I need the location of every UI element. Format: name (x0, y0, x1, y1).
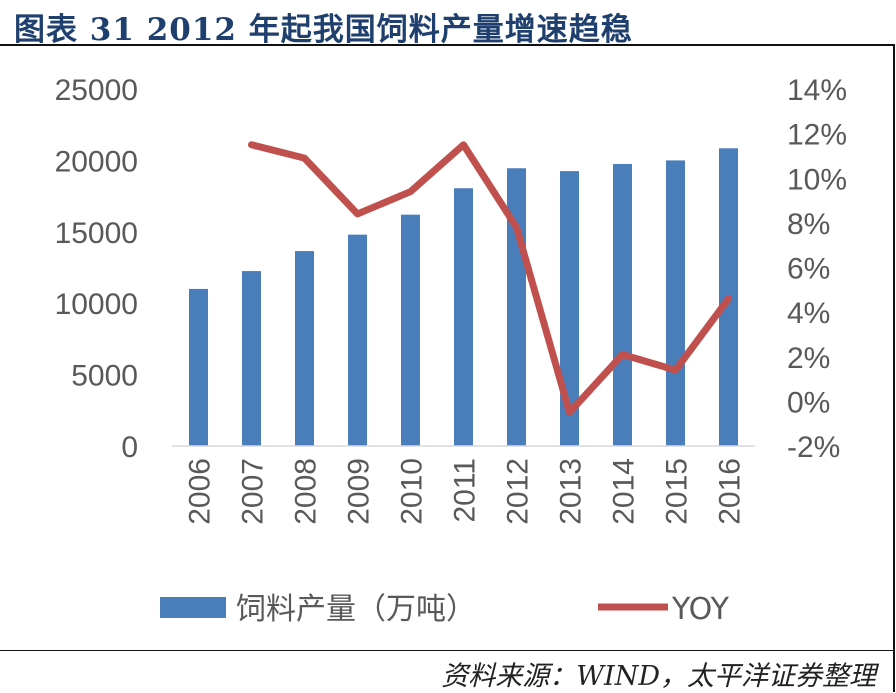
bar-2011 (454, 188, 473, 446)
x-tick-label: 2012 (502, 458, 535, 525)
bottom-divider (0, 650, 893, 651)
right-tick-label: 14% (787, 74, 847, 107)
bar-2007 (242, 271, 261, 446)
yoy-line (252, 145, 729, 413)
left-tick-label: 20000 (55, 145, 138, 178)
right-tick-label: 10% (787, 163, 847, 196)
right-tick-label: 8% (787, 208, 830, 241)
bar-2012 (507, 168, 526, 446)
source-note: 资料来源：WIND，太平洋证券整理 (441, 654, 876, 693)
legend-bar-label: 饲料产量（万吨） (236, 592, 476, 627)
x-tick-label: 2014 (608, 458, 641, 525)
left-tick-label: 25000 (55, 74, 138, 107)
x-tick-label: 2009 (343, 458, 376, 525)
right-tick-label: 0% (787, 386, 830, 419)
left-tick-label: 0 (121, 431, 138, 464)
x-tick-label: 2011 (449, 458, 482, 523)
right-tick-label: -2% (787, 431, 840, 464)
left-tick-label: 5000 (71, 360, 138, 393)
right-tick-label: 12% (787, 119, 847, 152)
legend-line-label: YOY (671, 592, 730, 627)
right-tick-label: 2% (787, 342, 830, 375)
x-tick-label: 2008 (290, 458, 323, 525)
bar-2014 (613, 164, 632, 446)
x-tick-label: 2006 (184, 458, 217, 525)
x-tick-label: 2013 (555, 458, 588, 525)
bar-2006 (189, 289, 208, 446)
bar-2010 (401, 215, 420, 446)
bar-2008 (295, 251, 314, 446)
bar-2015 (666, 160, 685, 446)
x-tick-label: 2010 (396, 458, 429, 525)
x-tick-label: 2007 (237, 458, 270, 525)
x-tick-label: 2016 (714, 458, 747, 525)
left-tick-label: 15000 (55, 217, 138, 250)
x-tick-label: 2015 (661, 458, 694, 525)
bar-2009 (348, 235, 367, 446)
right-tick-label: 4% (787, 297, 830, 330)
left-tick-label: 10000 (55, 288, 138, 321)
legend-bar-swatch (160, 597, 226, 618)
right-tick-label: 6% (787, 253, 830, 286)
